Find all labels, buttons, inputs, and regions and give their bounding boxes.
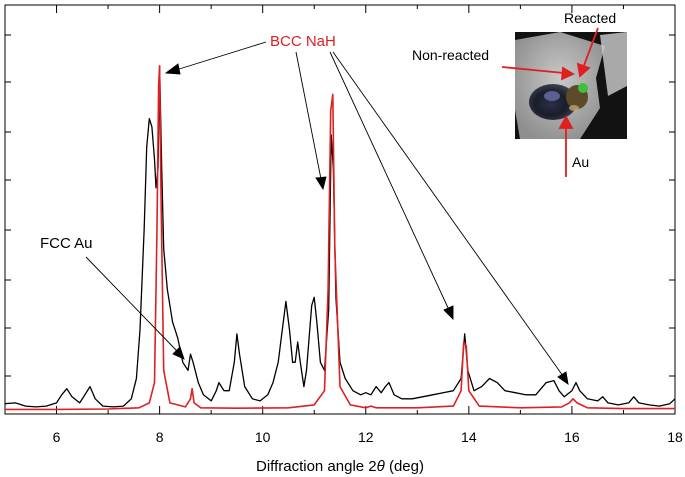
bcc-arrowhead-3 — [443, 305, 454, 321]
x-tick-label: 16 — [564, 429, 580, 445]
bcc-arrowhead-1 — [164, 63, 181, 75]
x-axis-label: Diffraction angle 2θ (deg) — [256, 458, 424, 475]
bcc-arrow-1 — [175, 41, 267, 71]
reacted-arrowhead — [576, 62, 591, 78]
x-tick-labels: 6 8 10 12 14 16 18 — [53, 429, 683, 445]
x-tick-label: 8 — [156, 429, 164, 445]
fcc-arrowhead — [172, 346, 185, 360]
x-tick-label: 12 — [358, 429, 374, 445]
non-reacted-arrowhead — [560, 66, 575, 81]
reacted-arrow — [582, 27, 599, 69]
x-tick-label: 6 — [53, 429, 61, 445]
fcc-au-arrow — [85, 256, 185, 360]
inset-label-reacted: Reacted — [564, 10, 616, 26]
series-line-red — [5, 65, 675, 411]
inset-label-non-reacted: Non-reacted — [412, 47, 489, 63]
y-ticks — [5, 34, 675, 377]
inset-flake-right — [600, 32, 627, 96]
x-tick-label: 18 — [667, 429, 683, 445]
inset-label-au: Au — [572, 154, 589, 170]
fcc-au-label: FCC Au — [40, 235, 93, 252]
plot-frame — [4, 4, 676, 415]
inset-arrows — [501, 27, 599, 177]
x-axis-label-text: Diffraction angle 2 — [256, 458, 377, 475]
series-layer — [4, 65, 676, 411]
x-axis-label-theta: θ — [377, 458, 385, 475]
bcc-arrow-3 — [329, 51, 450, 311]
bcc-arrowhead-4 — [557, 371, 569, 385]
inset-micrograph — [515, 32, 627, 139]
au-arrowhead — [558, 115, 574, 129]
series-line-black — [4, 65, 676, 408]
x-axis-label-unit: (deg) — [385, 458, 424, 475]
non-reacted-arrow — [501, 66, 565, 74]
inset-au-glint — [569, 105, 579, 111]
x-tick-label: 14 — [461, 429, 477, 445]
bcc-arrow-4 — [332, 51, 564, 377]
inset-sample — [529, 84, 577, 120]
x-ticks — [4, 5, 676, 414]
bcc-arrow-2 — [295, 51, 322, 180]
inset-reacted-region — [578, 83, 588, 93]
bcc-nah-label: BCC NaH — [270, 33, 336, 50]
fcc-arrow-line — [85, 256, 178, 352]
inset-sample-highlight — [544, 91, 560, 101]
bcc-nah-arrows — [164, 41, 569, 385]
bcc-arrowhead-2 — [315, 176, 327, 191]
x-tick-label: 10 — [255, 429, 271, 445]
